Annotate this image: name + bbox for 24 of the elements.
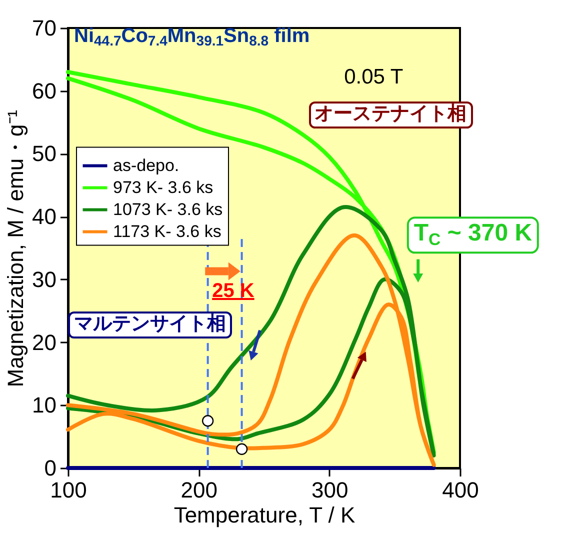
annotation: オーステナイト相 xyxy=(308,101,473,128)
x-tick-label: 400 xyxy=(442,478,479,502)
legend-label: 1173 K- 3.6 ks xyxy=(113,222,222,241)
legend-label: as-depo. xyxy=(113,156,180,175)
x-tick-label: 200 xyxy=(180,478,218,502)
y-axis-title: Magnetization, M / emu・g⁻¹ xyxy=(3,110,28,388)
x-axis-title: Temperature, T / K xyxy=(174,502,356,528)
x-tick-label: 100 xyxy=(50,478,87,502)
y-tick-label: 0 xyxy=(44,456,56,480)
y-tick-label: 60 xyxy=(32,78,56,104)
annotation: 25 K xyxy=(212,280,254,302)
annotation: T$_{C}$ ~ 370 K xyxy=(406,217,540,254)
x-tick-label: 300 xyxy=(311,478,348,502)
y-tick-label: 50 xyxy=(32,141,56,166)
y-tick-label: 30 xyxy=(32,266,56,292)
y-tick-label: 70 xyxy=(32,16,56,40)
y-tick-label: 40 xyxy=(32,204,56,230)
legend-label: 973 K- 3.6 ks xyxy=(113,178,214,197)
y-tick-label: 20 xyxy=(32,330,56,355)
y-tick-label: 10 xyxy=(32,392,56,418)
annotation: 0.05 T xyxy=(344,65,404,89)
chart-title: Ni$_{44.7}$Co$_{7.4}$Mn$_{39.1}$Sn$_{8.8}$ film xyxy=(74,25,310,48)
annotation: マルテンサイト相 xyxy=(68,312,232,339)
legend-label: 1073 K- 3.6 ks xyxy=(113,200,223,219)
